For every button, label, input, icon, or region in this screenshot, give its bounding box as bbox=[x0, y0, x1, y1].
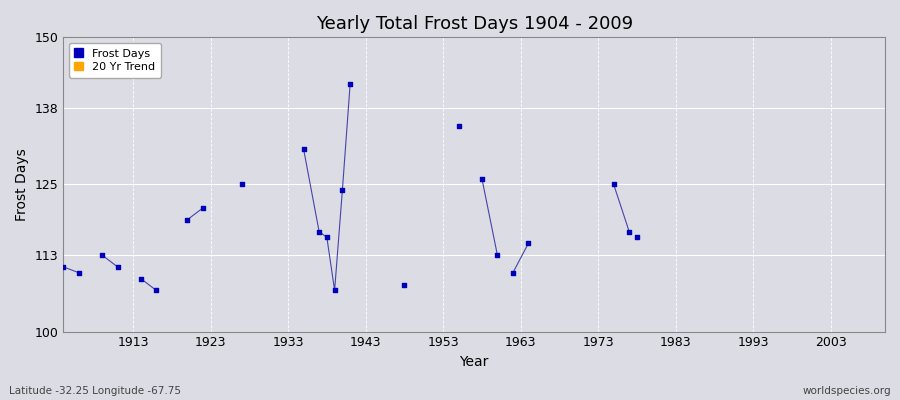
Point bbox=[506, 270, 520, 276]
Text: worldspecies.org: worldspecies.org bbox=[803, 386, 891, 396]
Point bbox=[328, 287, 342, 294]
Point bbox=[343, 81, 357, 88]
Legend: Frost Days, 20 Yr Trend: Frost Days, 20 Yr Trend bbox=[68, 43, 161, 78]
Point bbox=[94, 252, 109, 258]
Point bbox=[474, 175, 489, 182]
Point bbox=[397, 281, 411, 288]
Point bbox=[622, 228, 636, 235]
Point bbox=[452, 122, 466, 129]
Point bbox=[312, 228, 327, 235]
Point bbox=[296, 146, 310, 152]
Point bbox=[72, 270, 86, 276]
Point bbox=[180, 216, 194, 223]
Point bbox=[195, 205, 210, 211]
Y-axis label: Frost Days: Frost Days bbox=[15, 148, 29, 221]
Point bbox=[335, 187, 349, 194]
Point bbox=[133, 276, 148, 282]
Point bbox=[491, 252, 505, 258]
X-axis label: Year: Year bbox=[460, 355, 489, 369]
Point bbox=[234, 181, 248, 188]
Point bbox=[320, 234, 334, 241]
Point bbox=[56, 264, 70, 270]
Title: Yearly Total Frost Days 1904 - 2009: Yearly Total Frost Days 1904 - 2009 bbox=[316, 15, 633, 33]
Point bbox=[149, 287, 164, 294]
Point bbox=[111, 264, 125, 270]
Point bbox=[607, 181, 621, 188]
Point bbox=[630, 234, 644, 241]
Point bbox=[521, 240, 535, 246]
Text: Latitude -32.25 Longitude -67.75: Latitude -32.25 Longitude -67.75 bbox=[9, 386, 181, 396]
